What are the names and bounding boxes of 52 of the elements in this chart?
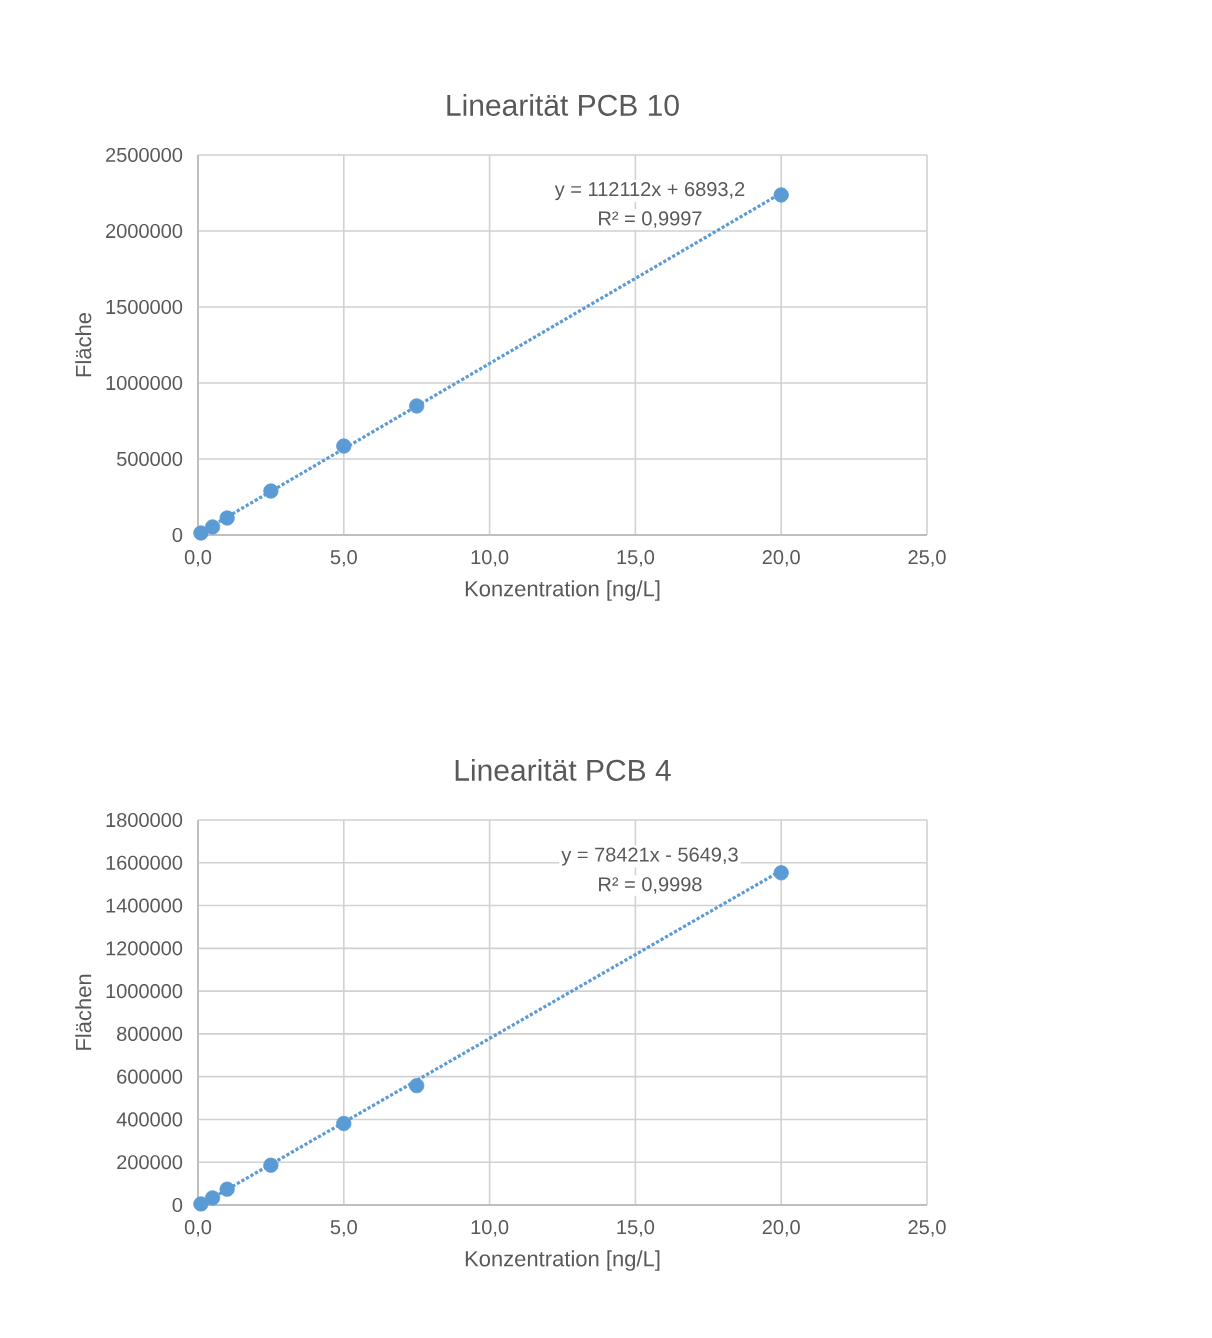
y-tick-label: 1500000 bbox=[106, 299, 183, 315]
y-tick-label: 0 bbox=[172, 1197, 183, 1213]
y-tick-label: 800000 bbox=[117, 1026, 183, 1041]
y-tick-label: 200000 bbox=[117, 1155, 183, 1170]
y-axis-title: Flächen bbox=[75, 974, 92, 1050]
x-tick-label: 0,0 bbox=[184, 550, 212, 567]
point bbox=[219, 1181, 235, 1197]
annotation: R² = 0,9998 bbox=[599, 877, 702, 894]
point bbox=[193, 525, 209, 541]
x-tick-label: 15,0 bbox=[617, 550, 655, 567]
x-tick-label: 5,0 bbox=[330, 1220, 357, 1237]
y-tick-label: 1000000 bbox=[106, 984, 183, 999]
x-tick-label: 20,0 bbox=[762, 1220, 800, 1237]
chart-title: Linearität PCB 4 bbox=[455, 758, 671, 781]
point bbox=[204, 519, 221, 535]
point bbox=[263, 483, 279, 499]
x-axis-title: Konzentration [ng/L] bbox=[465, 1250, 660, 1271]
point bbox=[336, 1115, 352, 1132]
y-axis-title: Fläche bbox=[75, 312, 92, 377]
x-tick-label: 0,0 bbox=[184, 1220, 212, 1237]
x-tick-label: 5,0 bbox=[330, 550, 357, 567]
y-tick-label: 2500000 bbox=[106, 147, 183, 163]
point bbox=[204, 1190, 221, 1206]
annotation: y = 78421x - 5649,3 bbox=[561, 847, 738, 866]
x-tick-label: 25,0 bbox=[908, 1220, 946, 1237]
y-tick-label: 1200000 bbox=[106, 941, 183, 956]
x-tick-label: 15,0 bbox=[617, 1220, 655, 1237]
x-axis-title: Konzentration [ng/L] bbox=[465, 580, 660, 601]
y-tick-label: 1000000 bbox=[106, 375, 183, 391]
point bbox=[409, 1078, 425, 1094]
y-tick-label: 1400000 bbox=[106, 898, 183, 913]
annotation: y = 112112x + 6893,2 bbox=[554, 182, 745, 201]
y-tick-label: 2000000 bbox=[106, 223, 183, 239]
point bbox=[193, 1196, 209, 1212]
point bbox=[263, 1157, 279, 1173]
point bbox=[219, 510, 235, 526]
x-tick-label: 10,0 bbox=[471, 1220, 509, 1237]
point bbox=[336, 438, 352, 454]
y-tick-label: 600000 bbox=[117, 1069, 183, 1084]
y-tick-label: 1600000 bbox=[106, 855, 183, 870]
chart-title: Linearität PCB 10 bbox=[447, 93, 679, 116]
y-tick-label: 500000 bbox=[117, 451, 183, 467]
y-tick-label: 0 bbox=[172, 527, 183, 543]
x-tick-label: 20,0 bbox=[762, 550, 800, 567]
point bbox=[773, 187, 789, 203]
x-tick-label: 10,0 bbox=[471, 550, 509, 567]
x-tick-label: 25,0 bbox=[908, 550, 946, 567]
point bbox=[773, 865, 789, 881]
annotation: R² = 0,9997 bbox=[599, 211, 702, 228]
point bbox=[409, 398, 425, 414]
y-tick-label: 400000 bbox=[116, 1112, 183, 1127]
y-tick-label: 1800000 bbox=[106, 812, 183, 828]
